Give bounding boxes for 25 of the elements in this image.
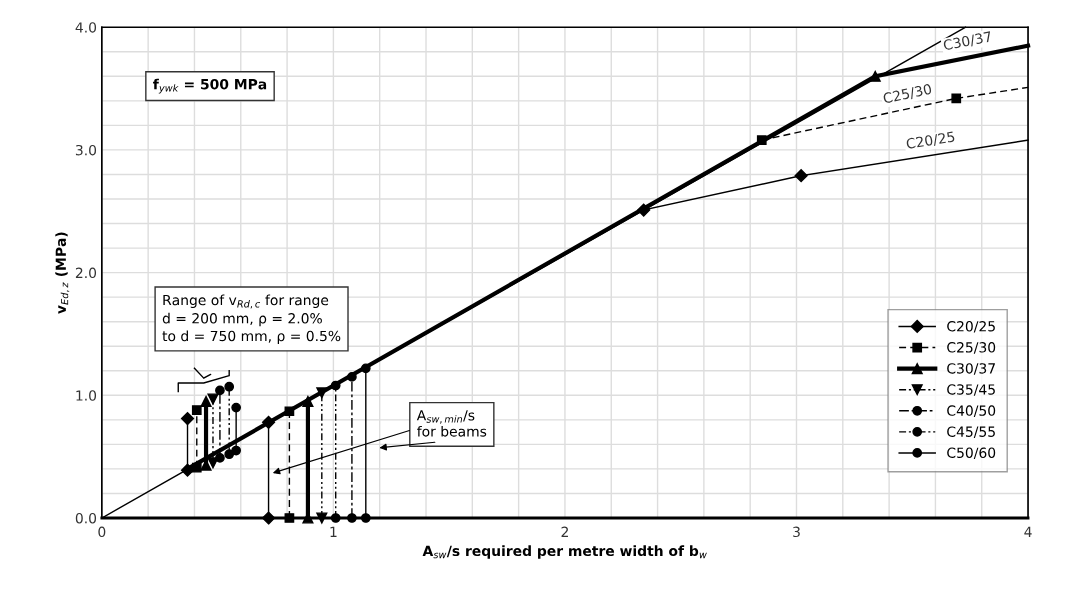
legend-label: C50/60 — [947, 447, 996, 460]
legend-label: C25/30 — [947, 342, 996, 354]
legend-label: C35/45 — [947, 384, 995, 396]
y-tick-label: 3.0 — [75, 144, 97, 156]
x-tick-label: 2 — [561, 526, 568, 537]
y-tick-label: 2.0 — [75, 267, 97, 279]
annotation: C30/37 — [942, 31, 993, 52]
annotation: C25/30 — [882, 83, 933, 105]
x-tick-label: 1 — [330, 526, 337, 537]
y-tick-label: 1.0 — [76, 390, 97, 401]
x-axis-title: A$_{sw}$/s required per metre width of b$_{w}$ — [422, 545, 707, 559]
legend-label: C40/50 — [947, 405, 996, 417]
legend-label: C45/55 — [947, 426, 995, 438]
x-tick-label: 0 — [98, 526, 106, 538]
y-tick-label: 0.0 — [75, 512, 97, 524]
annotation: Range of v$_{Rd,c}$ for range d = 200 mm, ρ = 2.0% to d = 750 mm, ρ = 0.5% — [162, 294, 341, 344]
annotation: A$_{sw,min}$/s for beams — [416, 410, 487, 437]
legend-label: C30/37 — [947, 363, 995, 375]
x-tick-label: 3 — [793, 526, 800, 538]
legend-label: C20/25 — [947, 321, 995, 333]
y-axis-title: v$_{Ed,z}$ (MPa) — [55, 232, 70, 314]
x-tick-label: 4 — [1024, 526, 1032, 537]
annotation: C20/25 — [906, 131, 955, 151]
annotation: f$_{ywk}$ = 500 MPa — [153, 78, 267, 94]
y-tick-label: 4.0 — [75, 22, 97, 33]
